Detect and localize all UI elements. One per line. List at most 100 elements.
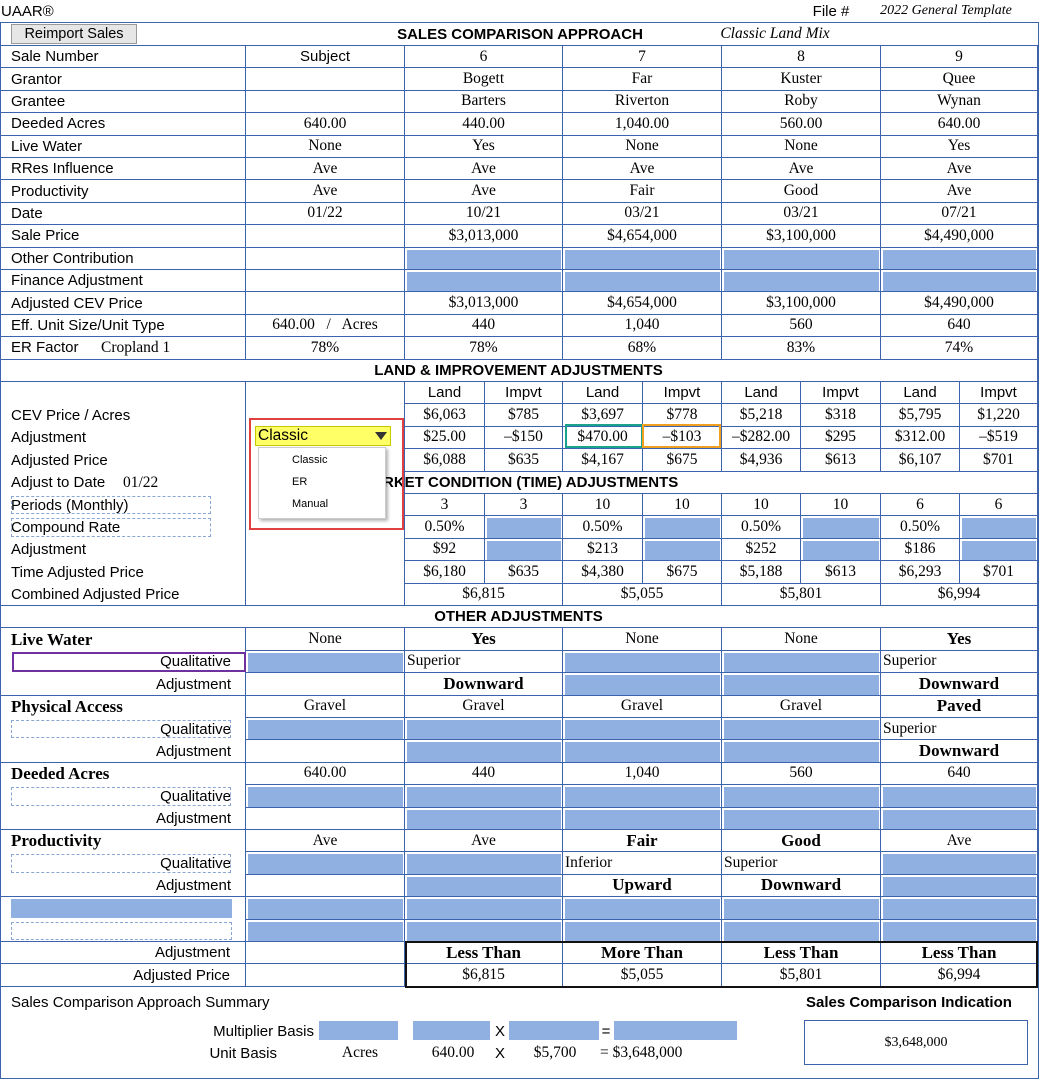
input-field[interactable] — [407, 854, 561, 874]
reimport-button[interactable]: Reimport Sales — [11, 24, 137, 44]
row-label: CEV Price / Acres — [11, 407, 131, 425]
input-field[interactable] — [724, 249, 879, 269]
comp-value: Fair — [563, 180, 722, 203]
row-label: Compound Rate — [11, 519, 121, 537]
input-field[interactable] — [645, 518, 720, 538]
subject-value — [246, 225, 405, 248]
input-field[interactable] — [248, 787, 403, 807]
input-field[interactable] — [883, 899, 1036, 919]
input-field[interactable] — [248, 921, 403, 941]
input-field[interactable] — [614, 1021, 737, 1040]
row-label: Eff. Unit Size/Unit Type — [0, 314, 246, 338]
input-field[interactable] — [319, 1021, 398, 1040]
input-outline[interactable] — [11, 854, 231, 873]
dropdown-option[interactable]: ER — [292, 476, 308, 488]
input-field[interactable] — [962, 518, 1036, 538]
input-field[interactable] — [724, 809, 879, 829]
input-outline[interactable] — [11, 787, 231, 806]
comp-cell — [563, 740, 722, 763]
input-field[interactable] — [509, 1021, 599, 1040]
method-dropdown[interactable]: Classic — [255, 426, 391, 446]
input-field[interactable] — [407, 249, 561, 269]
input-field[interactable] — [883, 249, 1036, 269]
input-field[interactable] — [724, 921, 879, 941]
subject-value: None — [246, 628, 405, 651]
input-field[interactable] — [565, 809, 720, 829]
comp-value: Yes — [405, 628, 563, 651]
input-field[interactable] — [248, 652, 403, 673]
input-field[interactable] — [407, 272, 561, 292]
input-field[interactable] — [407, 742, 561, 762]
input-field[interactable] — [248, 720, 403, 740]
input-field[interactable] — [645, 540, 720, 561]
input-field[interactable] — [724, 675, 879, 695]
input-field[interactable] — [883, 854, 1036, 874]
input-field[interactable] — [565, 249, 720, 269]
input-field[interactable] — [803, 518, 879, 538]
comp-cell — [722, 270, 881, 293]
input-field[interactable] — [883, 809, 1036, 829]
input-field[interactable] — [407, 899, 561, 919]
input-field[interactable] — [565, 675, 720, 695]
input-field[interactable] — [724, 787, 879, 807]
market-value: 3 — [405, 494, 485, 517]
input-field[interactable] — [407, 809, 561, 829]
market-value: $92 — [405, 538, 485, 562]
input-field[interactable] — [724, 652, 879, 673]
group-title: Physical Access — [11, 696, 123, 716]
input-field[interactable] — [565, 899, 720, 919]
input-field[interactable] — [487, 540, 561, 561]
comp-value: 1,040.00 — [563, 113, 722, 136]
comp-value: Gravel — [563, 695, 722, 718]
land-value: $6,107 — [881, 449, 960, 472]
input-field[interactable] — [883, 787, 1036, 807]
comp-value: 640 — [881, 314, 1038, 338]
combined-value: $6,815 — [405, 583, 563, 606]
subject-value — [246, 68, 405, 91]
input-field[interactable] — [883, 921, 1036, 941]
input-field[interactable] — [565, 742, 720, 762]
input-outline[interactable] — [11, 496, 211, 515]
input-field[interactable] — [248, 899, 403, 919]
comp-value: None — [563, 628, 722, 651]
dropdown-option[interactable]: Manual — [292, 498, 329, 510]
combined-value: $6,994 — [881, 583, 1038, 606]
input-outline[interactable] — [11, 720, 231, 739]
input-field[interactable] — [407, 876, 561, 897]
comp-cell — [881, 852, 1038, 875]
input-field[interactable] — [565, 720, 720, 740]
input-outline[interactable] — [11, 921, 232, 940]
input-field[interactable] — [407, 720, 561, 740]
input-field[interactable] — [565, 921, 720, 941]
input-field[interactable] — [11, 899, 232, 918]
comp-cell — [405, 897, 563, 920]
comp-value: 7 — [563, 46, 722, 69]
input-field[interactable] — [487, 518, 561, 538]
input-field[interactable] — [883, 272, 1036, 292]
comp-cell — [722, 807, 881, 830]
dropdown-option[interactable]: Classic — [292, 454, 328, 466]
input-field[interactable] — [962, 540, 1036, 561]
input-field[interactable] — [724, 272, 879, 292]
dropdown-arrow[interactable] — [375, 432, 387, 440]
comp-value: Quee — [881, 68, 1038, 91]
input-field[interactable] — [413, 1021, 490, 1040]
row-label: Unit Basis — [209, 1044, 277, 1062]
input-field[interactable] — [565, 787, 720, 807]
input-field[interactable] — [565, 652, 720, 673]
input-field[interactable] — [565, 272, 720, 292]
row-label: ER Factor — [0, 337, 246, 360]
row-label-detail: Cropland 1 — [101, 339, 171, 357]
input-field[interactable] — [724, 742, 879, 762]
comp-value: Kuster — [722, 68, 881, 91]
row-label: Grantor — [0, 68, 246, 91]
input-field[interactable] — [724, 720, 879, 740]
input-field[interactable] — [248, 854, 403, 874]
input-field[interactable] — [407, 787, 561, 807]
input-field[interactable] — [724, 899, 879, 919]
input-outline[interactable] — [11, 518, 211, 537]
dropdown-list[interactable] — [258, 447, 386, 519]
input-field[interactable] — [883, 876, 1036, 897]
input-field[interactable] — [407, 921, 561, 941]
input-field[interactable] — [803, 540, 879, 561]
